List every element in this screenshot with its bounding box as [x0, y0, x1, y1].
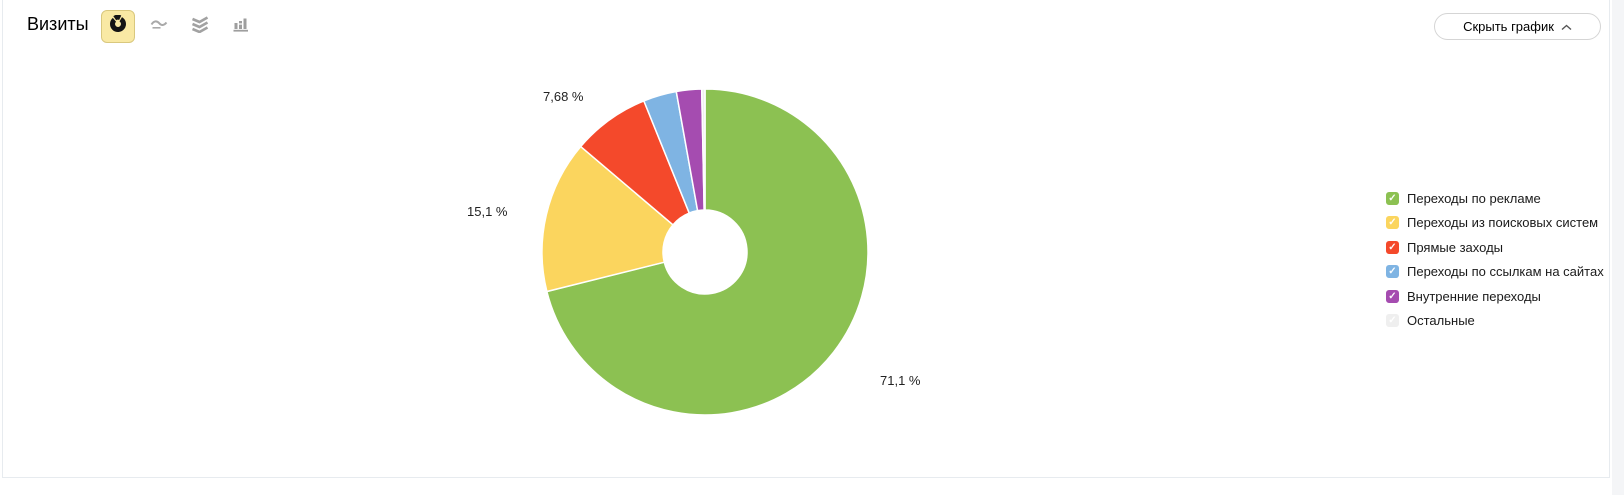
legend-item-direct-visits[interactable]: ✓ Прямые заходы — [1386, 235, 1604, 260]
chart-legend: ✓ Переходы по рекламе ✓ Переходы из поис… — [1386, 186, 1604, 333]
legend-item-others[interactable]: ✓ Остальные — [1386, 309, 1604, 334]
pie-label-search-traffic: 15,1 % — [467, 204, 508, 219]
checked-checkbox-icon: ✓ — [1386, 265, 1399, 279]
chart-type-stacked-area-button[interactable] — [183, 10, 217, 43]
pie-slice-5[interactable] — [700, 88, 706, 211]
donut-chart-icon — [109, 14, 127, 38]
legend-item-label: Остальные — [1407, 313, 1475, 329]
checked-checkbox-icon: ✓ — [1386, 314, 1399, 328]
pie-slice-1[interactable] — [541, 145, 674, 293]
legend-item-search-traffic[interactable]: ✓ Переходы из поисковых систем — [1386, 211, 1604, 236]
chart-type-pie-button[interactable] — [101, 10, 135, 43]
column-chart-icon — [232, 15, 250, 38]
legend-item-internal-traffic[interactable]: ✓ Внутренние переходы — [1386, 284, 1604, 309]
legend-item-label: Переходы по ссылкам на сайтах — [1407, 264, 1604, 280]
legend-item-label: Внутренние переходы — [1407, 288, 1541, 304]
chart-type-columns-button[interactable] — [224, 10, 258, 43]
stacked-area-chart-icon — [191, 15, 209, 38]
donut-chart — [535, 82, 875, 422]
legend-item-label: Переходы по рекламе — [1407, 190, 1541, 206]
checked-checkbox-icon: ✓ — [1386, 240, 1399, 254]
pie-slice-0[interactable] — [546, 88, 869, 416]
checked-checkbox-icon: ✓ — [1386, 289, 1399, 303]
legend-item-label: Переходы из поисковых систем — [1407, 215, 1599, 231]
line-chart-icon — [150, 15, 168, 38]
pie-label-ad-traffic: 71,1 % — [880, 373, 921, 388]
page-background-strip — [1612, 0, 1624, 495]
legend-item-ad-traffic[interactable]: ✓ Переходы по рекламе — [1386, 186, 1604, 211]
hide-chart-button[interactable]: Скрыть график — [1434, 13, 1601, 40]
page-title: Визиты — [27, 14, 89, 34]
hide-chart-button-label: Скрыть график — [1463, 19, 1554, 34]
pie-label-direct-visits: 7,68 % — [543, 89, 584, 104]
chevron-up-icon — [1561, 19, 1572, 34]
legend-item-label: Прямые заходы — [1407, 239, 1504, 255]
chart-type-line-button[interactable] — [142, 10, 176, 43]
checked-checkbox-icon: ✓ — [1386, 216, 1399, 230]
checked-checkbox-icon: ✓ — [1386, 191, 1399, 205]
chart-type-toggle — [101, 10, 258, 43]
legend-item-site-links[interactable]: ✓ Переходы по ссылкам на сайтах — [1386, 260, 1604, 285]
